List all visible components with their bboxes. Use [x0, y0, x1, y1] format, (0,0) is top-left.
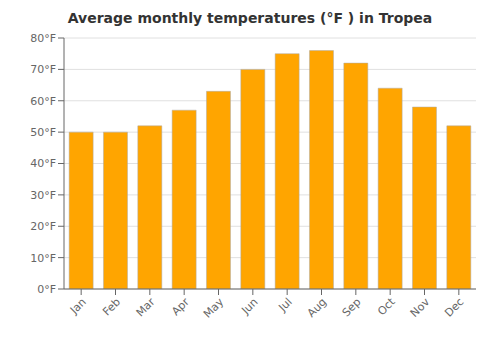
svg-text:Jun: Jun: [238, 295, 260, 317]
svg-text:10°F: 10°F: [30, 252, 56, 265]
svg-text:0°F: 0°F: [37, 283, 56, 296]
svg-text:40°F: 40°F: [30, 157, 56, 170]
svg-text:30°F: 30°F: [30, 189, 56, 202]
svg-text:50°F: 50°F: [30, 126, 56, 139]
svg-text:Jul: Jul: [276, 295, 295, 314]
svg-text:Apr: Apr: [169, 295, 192, 318]
svg-text:60°F: 60°F: [30, 95, 56, 108]
svg-text:Dec: Dec: [442, 295, 466, 319]
svg-text:20°F: 20°F: [30, 220, 56, 233]
svg-text:Aug: Aug: [305, 295, 329, 319]
svg-text:Mar: Mar: [134, 295, 158, 319]
svg-text:May: May: [201, 295, 227, 321]
html-text:Average monthly temperatures (: Average monthly temperatures (°F ) in Tr…: [67, 10, 433, 26]
svg-text:Oct: Oct: [375, 295, 398, 318]
svg-text:70°F: 70°F: [30, 63, 56, 76]
svg-text:Nov: Nov: [408, 295, 433, 320]
svg-text:Sep: Sep: [340, 295, 364, 319]
svg-text:Feb: Feb: [100, 295, 123, 318]
svg-text:80°F: 80°F: [30, 32, 56, 45]
svg-text:Jan: Jan: [67, 295, 89, 317]
